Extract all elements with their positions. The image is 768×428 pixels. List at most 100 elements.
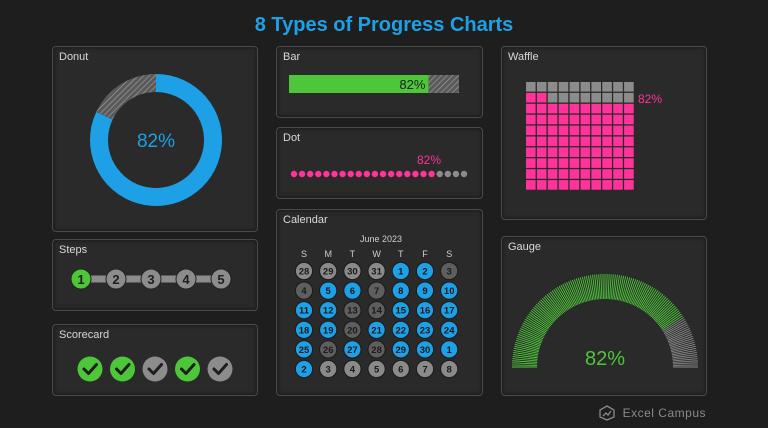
waffle-cell-72 <box>536 158 547 168</box>
gauge-tick <box>600 274 603 300</box>
waffle-cell-82 <box>536 169 547 179</box>
brand-name: Excel Campus <box>622 406 706 420</box>
waffle-cell-86 <box>580 169 591 179</box>
waffle-cell-78 <box>602 158 612 168</box>
calendar-day-label: 11 <box>299 306 310 317</box>
gauge-tick <box>556 286 571 309</box>
gauge-tick <box>652 300 672 320</box>
donut-label: 82% <box>137 131 175 152</box>
calendar-day-label: 19 <box>323 325 334 336</box>
gauge-tick <box>624 277 633 303</box>
steps-title: Steps <box>59 244 88 256</box>
gauge-tick <box>667 331 692 343</box>
waffle-cell-89 <box>613 169 623 179</box>
calendar-day-circle <box>367 320 386 339</box>
gauge-tick <box>656 307 677 324</box>
waffle-cell-54 <box>558 136 569 147</box>
check-icon <box>147 363 163 375</box>
gauge-tick <box>609 274 612 300</box>
calendar-day-circle <box>440 261 459 281</box>
calendar-day-label: 2 <box>301 365 306 376</box>
calendar-day-label: 26 <box>323 345 334 356</box>
gauge-tick <box>590 275 595 300</box>
scorecard-circle-3 <box>142 356 168 382</box>
calendar-day-circle <box>415 261 435 281</box>
gauge-tick <box>618 275 625 301</box>
calendar-day-label: 13 <box>347 306 358 317</box>
waffle-cell-79 <box>613 158 623 168</box>
waffle-cell-25 <box>569 103 580 114</box>
waffle-panel: Waffle 82% <box>501 46 707 220</box>
waffle-cell-50 <box>624 125 634 136</box>
scorecard-circle-1 <box>77 356 103 382</box>
calendar-day-circle <box>440 281 459 300</box>
calendar-day-circle <box>343 320 362 339</box>
waffle-cell-43 <box>547 125 558 136</box>
waffle-cell-35 <box>569 114 580 125</box>
donut-panel: Donut 82% <box>52 46 258 232</box>
waffle-cell-20 <box>624 92 634 103</box>
gauge-tick <box>514 343 540 351</box>
gauge-tick <box>596 274 600 300</box>
gauge-tick <box>513 347 539 354</box>
waffle-cell-94 <box>558 180 569 190</box>
dot-mark-22 <box>460 170 468 178</box>
gauge-tick <box>529 311 551 328</box>
gauge-tick <box>651 299 670 319</box>
gauge-tick <box>512 354 538 359</box>
gauge-tick <box>581 276 589 302</box>
gauge-tick <box>664 322 688 336</box>
calendar-day-label: 27 <box>347 345 358 356</box>
gauge-tick <box>512 356 538 360</box>
gauge-tick <box>635 283 648 307</box>
calendar-day-label: 10 <box>444 286 455 297</box>
gauge-tick <box>537 302 557 321</box>
waffle-cell-31 <box>526 114 536 125</box>
gauge-tick <box>514 345 539 353</box>
gauge-tick <box>643 290 659 312</box>
gauge-tick <box>540 299 559 319</box>
waffle-cell-45 <box>569 125 580 136</box>
calendar-day-circle <box>319 340 338 359</box>
calendar-panel: Calendar June 2023 S M T W T F S 28 29 30 31 1 2 3 4 5 6 7… <box>276 209 483 396</box>
calendar-day-label: 3 <box>326 365 331 376</box>
gauge-tick <box>650 298 669 318</box>
gauge-tick <box>560 284 574 308</box>
dot-mark-14 <box>396 170 403 178</box>
gauge-tick <box>653 302 673 321</box>
waffle-cell-5 <box>569 82 580 92</box>
waffle-cell-69 <box>613 147 623 157</box>
gauge-tick <box>663 318 686 333</box>
waffle-cell-21 <box>526 103 536 114</box>
calendar-day-circle <box>440 320 459 339</box>
gauge-tick <box>671 347 697 354</box>
gauge-tick <box>672 362 698 365</box>
step-circle-5 <box>210 268 232 290</box>
step-label-1: 1 <box>77 272 84 287</box>
gauge-tick <box>515 339 541 348</box>
calendar-day-label: 12 <box>323 306 334 317</box>
calendar-day-circle <box>391 340 410 359</box>
gauge-tick <box>654 303 674 322</box>
calendar-day-circle <box>319 301 338 320</box>
gauge-tick <box>527 315 549 330</box>
waffle-cell-39 <box>613 114 623 125</box>
gauge-tick <box>555 288 570 310</box>
calendar-day-circle <box>319 281 338 300</box>
calendar-day-circle <box>294 320 314 339</box>
donut-chart: 82% <box>90 74 222 206</box>
waffle-cell-26 <box>580 103 591 114</box>
calendar-title: Calendar <box>283 214 328 226</box>
gauge-tick <box>669 337 694 347</box>
waffle-cell-3 <box>547 82 558 92</box>
waffle-cell-87 <box>591 169 601 179</box>
waffle-cell-92 <box>536 180 547 190</box>
gauge-tick <box>621 276 629 302</box>
gauge-tick <box>569 280 581 305</box>
dot-mark-13 <box>387 170 395 178</box>
check-icon <box>212 363 228 375</box>
waffle-title: Waffle <box>508 51 539 63</box>
calendar-day-circle <box>391 261 410 281</box>
gauge-tick <box>512 362 538 365</box>
